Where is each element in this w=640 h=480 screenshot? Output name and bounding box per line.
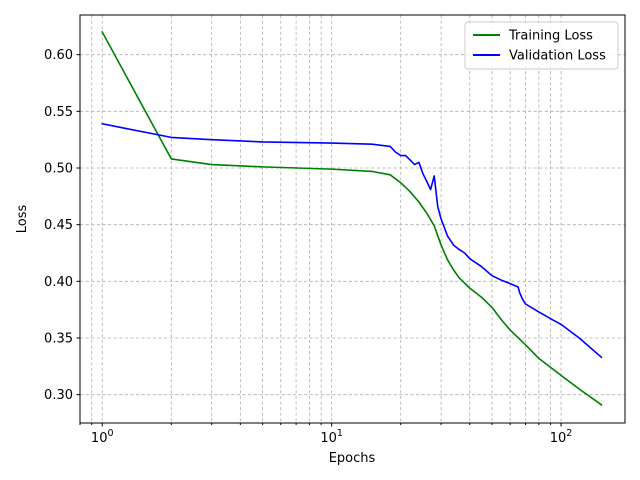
series-layer [101, 30, 603, 406]
y-tick-label: 0.40 [44, 275, 73, 290]
x-tick-label: 100 [91, 428, 114, 446]
series-line-training-loss [101, 30, 603, 406]
x-axis-label: Epochs [329, 451, 376, 466]
y-tick-label: 0.55 [44, 105, 73, 120]
y-tick-label: 0.60 [44, 48, 73, 63]
legend-box [464, 21, 619, 70]
legend-label-training-loss: Training Loss [508, 29, 593, 44]
y-tick-label: 0.30 [44, 388, 73, 403]
x-tick-label: 102 [550, 428, 573, 446]
y-tick-label: 0.50 [44, 162, 73, 177]
x-tick-label: 101 [320, 428, 343, 446]
y-axis-label: Loss [15, 205, 30, 234]
legend-label-validation-loss: Validation Loss [509, 49, 606, 64]
series-line-validation-loss [101, 122, 603, 359]
tick-layer: 100 101 102 0.30 0.35 0.40 0.45 0.50 0.55 0.60 [44, 48, 572, 446]
y-tick-label: 0.35 [44, 332, 73, 347]
y-tick-label: 0.45 [44, 218, 73, 233]
plot-frame [79, 14, 626, 424]
legend: Training Loss Validation Loss [464, 21, 619, 70]
